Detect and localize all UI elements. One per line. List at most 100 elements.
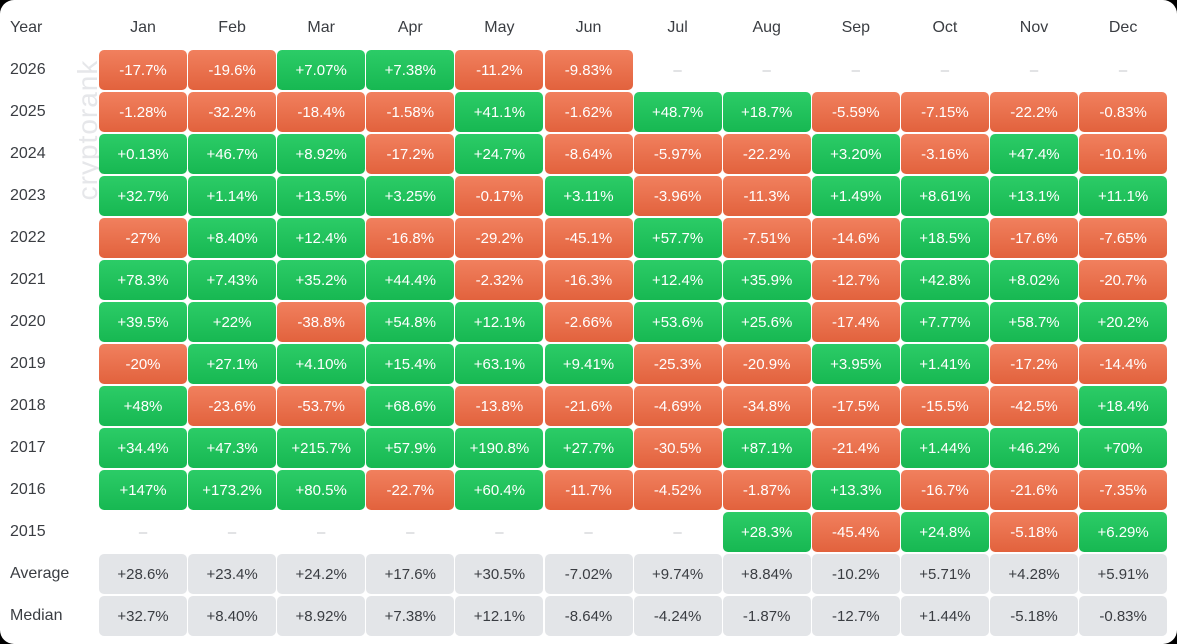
stat-cell-median-jul: -4.24% xyxy=(633,596,722,636)
return-cell-2018-jan: +48% xyxy=(99,386,187,426)
return-cell-2025-jun: -1.62% xyxy=(544,92,633,132)
month-header-oct: Oct xyxy=(932,19,958,36)
return-cell-2015-may: – xyxy=(495,523,504,541)
return-cell-2025-jan: -1.28% xyxy=(99,92,187,132)
stat-cell-median-oct: +1.44% xyxy=(900,596,989,636)
return-cell-2016-oct: -16.7% xyxy=(900,470,989,510)
year-label-2022: 2022 xyxy=(10,229,46,246)
return-cell-2017-aug: +87.1% xyxy=(722,428,811,468)
return-cell-2020-oct: +7.77% xyxy=(900,302,989,342)
return-cell-2026-jun: -9.83% xyxy=(544,50,633,90)
return-cell-2017-jun: +27.7% xyxy=(544,428,633,468)
return-cell-2023-jul: -3.96% xyxy=(633,176,722,216)
return-cell-2019-jul: -25.3% xyxy=(633,344,722,384)
stat-label-average: Average xyxy=(10,565,70,582)
return-cell-2026-dec: – xyxy=(1118,61,1128,79)
return-cell-2023-feb: +1.14% xyxy=(188,176,277,216)
stat-cell-median-may: +12.1% xyxy=(455,596,544,636)
stat-cell-average-sep: -10.2% xyxy=(811,554,900,594)
return-cell-2022-mar: +12.4% xyxy=(277,218,366,258)
return-cell-2017-mar: +215.7% xyxy=(277,428,366,468)
stat-cell-average-jul: +9.74% xyxy=(633,554,722,594)
return-cell-2019-oct: +1.41% xyxy=(900,344,989,384)
year-label-2023: 2023 xyxy=(10,187,46,204)
return-cell-2018-mar: -53.7% xyxy=(277,386,366,426)
return-cell-2026-may: -11.2% xyxy=(455,50,544,90)
return-cell-2015-oct: +24.8% xyxy=(900,512,989,552)
return-cell-2021-nov: +8.02% xyxy=(990,260,1078,300)
stat-cell-median-sep: -12.7% xyxy=(811,596,900,636)
return-cell-2025-feb: -32.2% xyxy=(188,92,277,132)
stat-cell-average-apr: +17.6% xyxy=(366,554,455,594)
year-label-2019: 2019 xyxy=(10,355,46,372)
return-cell-2021-jan: +78.3% xyxy=(99,260,187,300)
return-cell-2021-aug: +35.9% xyxy=(722,260,811,300)
month-header-jul: Jul xyxy=(667,19,688,36)
return-cell-2021-feb: +7.43% xyxy=(188,260,277,300)
return-cell-2022-feb: +8.40% xyxy=(188,218,277,258)
stat-cell-median-dec: -0.83% xyxy=(1079,596,1168,636)
return-cell-2016-apr: -22.7% xyxy=(366,470,455,510)
return-cell-2015-jul: – xyxy=(673,523,682,541)
return-cell-2024-oct: -3.16% xyxy=(900,134,989,174)
return-cell-2019-nov: -17.2% xyxy=(990,344,1078,384)
return-cell-2026-mar: +7.07% xyxy=(277,50,366,90)
month-header-apr: Apr xyxy=(397,19,423,36)
return-cell-2017-sep: -21.4% xyxy=(811,428,900,468)
return-cell-2015-sep: -45.4% xyxy=(811,512,900,552)
return-cell-2022-aug: -7.51% xyxy=(722,218,811,258)
return-cell-2018-feb: -23.6% xyxy=(188,386,277,426)
return-cell-2026-sep: – xyxy=(851,61,860,79)
month-header-feb: Feb xyxy=(218,19,246,36)
month-header-nov: Nov xyxy=(1019,19,1049,36)
return-cell-2016-may: +60.4% xyxy=(455,470,544,510)
stat-cell-average-may: +30.5% xyxy=(455,554,544,594)
month-header-mar: Mar xyxy=(307,19,335,36)
return-cell-2024-apr: -17.2% xyxy=(366,134,455,174)
return-cell-2016-jul: -4.52% xyxy=(633,470,722,510)
stat-cell-average-mar: +24.2% xyxy=(277,554,366,594)
return-cell-2017-oct: +1.44% xyxy=(900,428,989,468)
return-cell-2017-nov: +46.2% xyxy=(990,428,1078,468)
return-cell-2026-apr: +7.38% xyxy=(366,50,455,90)
return-cell-2016-aug: -1.87% xyxy=(722,470,811,510)
stat-label-median: Median xyxy=(10,607,63,624)
return-cell-2023-dec: +11.1% xyxy=(1079,176,1168,216)
return-cell-2019-may: +63.1% xyxy=(455,344,544,384)
return-cell-2023-aug: -11.3% xyxy=(722,176,811,216)
return-cell-2025-may: +41.1% xyxy=(455,92,544,132)
stat-cell-average-oct: +5.71% xyxy=(900,554,989,594)
year-label-2026: 2026 xyxy=(10,61,46,78)
return-cell-2024-jul: -5.97% xyxy=(633,134,722,174)
return-cell-2026-aug: – xyxy=(762,61,771,79)
return-cell-2019-sep: +3.95% xyxy=(811,344,900,384)
return-cell-2015-jan: – xyxy=(138,523,148,541)
year-label-2025: 2025 xyxy=(10,103,46,120)
return-cell-2019-apr: +15.4% xyxy=(366,344,455,384)
stat-cell-average-dec: +5.91% xyxy=(1079,554,1168,594)
stat-cell-average-nov: +4.28% xyxy=(990,554,1078,594)
stat-cell-median-jan: +32.7% xyxy=(99,596,187,636)
return-cell-2018-jul: -4.69% xyxy=(633,386,722,426)
stat-cell-median-feb: +8.40% xyxy=(188,596,277,636)
return-cell-2020-apr: +54.8% xyxy=(366,302,455,342)
return-cell-2018-dec: +18.4% xyxy=(1079,386,1168,426)
return-cell-2022-oct: +18.5% xyxy=(900,218,989,258)
stat-cell-median-nov: -5.18% xyxy=(990,596,1078,636)
return-cell-2017-feb: +47.3% xyxy=(188,428,277,468)
return-cell-2025-jul: +48.7% xyxy=(633,92,722,132)
return-cell-2020-aug: +25.6% xyxy=(722,302,811,342)
return-cell-2021-sep: -12.7% xyxy=(811,260,900,300)
return-cell-2016-nov: -21.6% xyxy=(990,470,1078,510)
return-cell-2016-sep: +13.3% xyxy=(811,470,900,510)
return-cell-2024-sep: +3.20% xyxy=(811,134,900,174)
stat-cell-average-jan: +28.6% xyxy=(99,554,187,594)
return-cell-2022-dec: -7.65% xyxy=(1079,218,1168,258)
year-label-2017: 2017 xyxy=(10,439,46,456)
return-cell-2024-jun: -8.64% xyxy=(544,134,633,174)
stat-cell-median-apr: +7.38% xyxy=(366,596,455,636)
return-cell-2023-may: -0.17% xyxy=(455,176,544,216)
return-cell-2015-apr: – xyxy=(406,523,415,541)
return-cell-2021-jun: -16.3% xyxy=(544,260,633,300)
